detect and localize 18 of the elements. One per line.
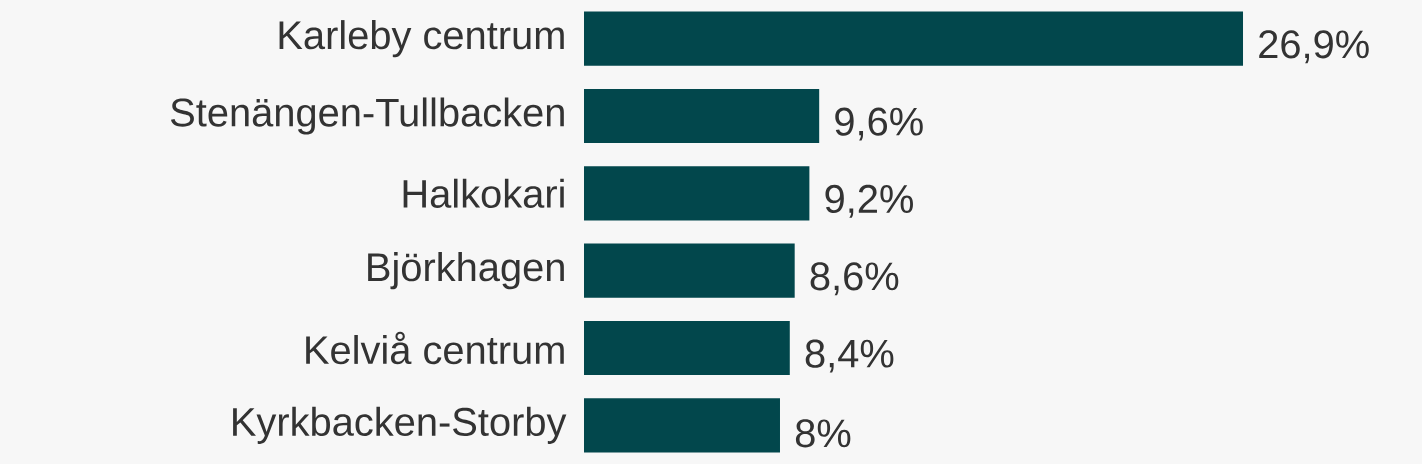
y-tick-label: Halkokari	[403, 178, 564, 208]
y-tick-label: Kelviå centrum	[306, 331, 564, 365]
data-label: 9,6%	[835, 107, 923, 141]
y-tick-label: Kyrkbacken-Storby	[233, 406, 567, 444]
bar	[584, 243, 795, 298]
data-label: 8,6%	[810, 262, 899, 296]
y-tick-label: Björkhagen	[368, 252, 564, 290]
bar	[584, 320, 790, 376]
y-tick-label: Karleby centrum	[279, 20, 564, 58]
bar	[584, 166, 810, 221]
y-tick-label: Stenängen-Tullbacken	[170, 97, 564, 135]
bar	[584, 88, 820, 144]
data-label: 8%	[795, 419, 851, 448]
data-label: 9,2%	[825, 184, 913, 218]
bar	[584, 11, 1244, 66]
bar	[584, 398, 780, 453]
data-label: 8,4%	[805, 339, 894, 373]
data-label: 26,9%	[1259, 30, 1369, 64]
